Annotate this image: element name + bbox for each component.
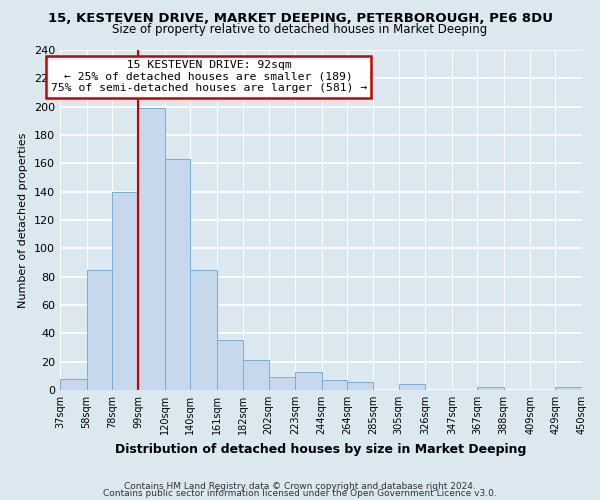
Bar [86,270,112,390]
Bar [165,159,190,390]
Text: 15, KESTEVEN DRIVE, MARKET DEEPING, PETERBOROUGH, PE6 8DU: 15, KESTEVEN DRIVE, MARKET DEEPING, PETE… [47,12,553,26]
Text: Contains HM Land Registry data © Crown copyright and database right 2024.: Contains HM Land Registry data © Crown c… [124,482,476,491]
Bar [556,387,582,390]
Text: 15 KESTEVEN DRIVE: 92sqm  
← 25% of detached houses are smaller (189)
75% of sem: 15 KESTEVEN DRIVE: 92sqm ← 25% of detach… [50,60,367,94]
X-axis label: Distribution of detached houses by size in Market Deeping: Distribution of detached houses by size … [115,442,527,456]
Bar [295,372,322,390]
Bar [217,340,243,390]
Bar [477,387,503,390]
Bar [399,384,425,390]
Bar [322,380,347,390]
Bar [60,378,86,390]
Bar [190,270,217,390]
Bar [112,192,139,390]
Y-axis label: Number of detached properties: Number of detached properties [19,132,28,308]
Bar [347,382,373,390]
Bar [243,360,269,390]
Bar [269,378,295,390]
Bar [139,108,165,390]
Text: Size of property relative to detached houses in Market Deeping: Size of property relative to detached ho… [112,22,488,36]
Text: Contains public sector information licensed under the Open Government Licence v3: Contains public sector information licen… [103,490,497,498]
